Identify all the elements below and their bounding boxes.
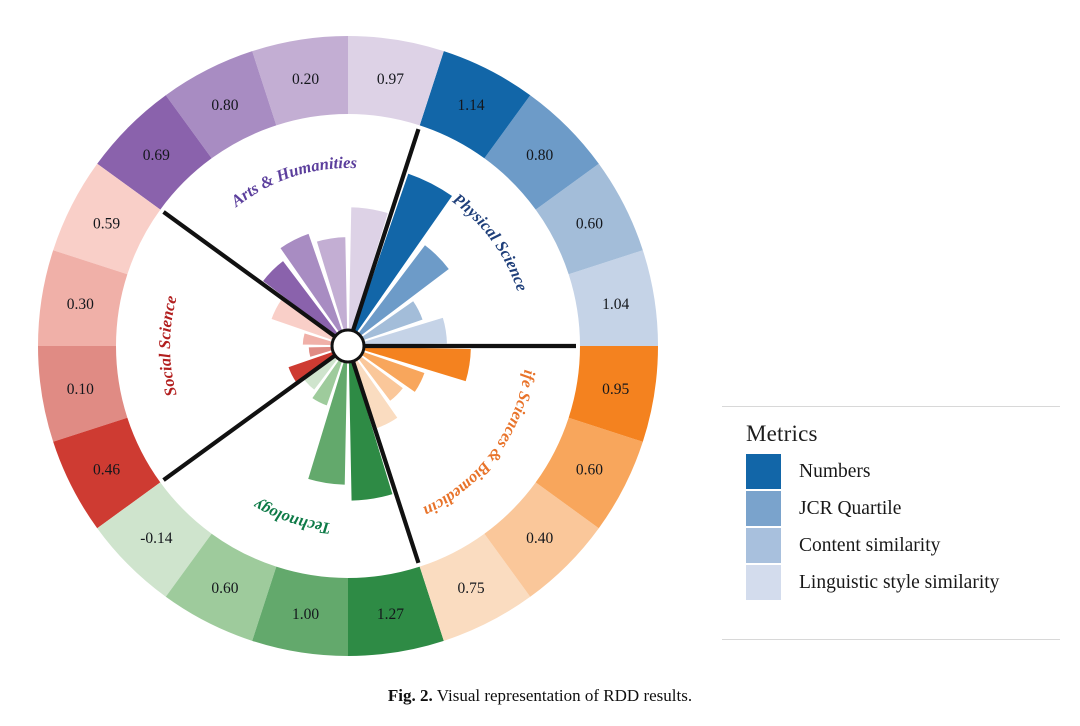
ring-value-label: 1.00	[292, 606, 319, 623]
legend-item[interactable]: JCR Quartile	[746, 490, 1060, 527]
ring-value-label: 0.97	[377, 71, 404, 88]
ring-band[interactable]	[252, 566, 348, 656]
sector-divider	[162, 210, 340, 341]
legend-swatch-icon	[746, 454, 781, 489]
ring-band[interactable]	[348, 566, 444, 656]
ring-band[interactable]	[419, 51, 531, 159]
ring-value-label: 0.30	[67, 296, 94, 313]
ring-band[interactable]	[38, 250, 128, 346]
sector-life-sciences-biomedicine[interactable]: 0.75 0.40 0.60 0.95	[351, 345, 658, 641]
ring-value-label: 0.95	[602, 381, 629, 398]
caption-text: Visual representation of RDD results.	[436, 686, 693, 705]
ring-value-label: 0.46	[93, 462, 120, 479]
figure-caption: Fig. 2. Visual representation of RDD res…	[0, 686, 1080, 706]
rose-chart: 1.04 0.60 0.80 1.14 0.97 0.20 0.80 0.69 0.59 0.30…	[0, 0, 658, 656]
ring-value-label: 0.80	[211, 97, 238, 114]
legend-item-label: Numbers	[799, 460, 871, 482]
ring-band[interactable]	[535, 163, 643, 275]
ring-band[interactable]	[419, 533, 531, 641]
sector-label: Social Science	[155, 293, 181, 398]
sector-label-text: Social Science	[155, 293, 181, 398]
ring-value-label: 1.14	[457, 97, 484, 114]
ring-band[interactable]	[97, 95, 212, 210]
sector-label: Physical Science	[448, 189, 531, 294]
sector-divider	[349, 128, 421, 336]
ring-value-label: 0.60	[576, 215, 603, 232]
ring-band[interactable]	[484, 482, 599, 597]
ring-value-label: 1.27	[377, 606, 404, 623]
ring-value-label: -0.14	[140, 530, 173, 547]
ring-band[interactable]	[568, 346, 658, 442]
caption-prefix: Fig. 2.	[387, 686, 433, 705]
ring-value-label: 1.04	[602, 296, 629, 313]
ring-band[interactable]	[53, 417, 161, 529]
sector-social-science[interactable]: 0.59 0.30 0.10 0.46	[38, 163, 338, 529]
legend: Metrics Numbers JCR Quartile Content simil…	[722, 406, 1060, 640]
ring-band[interactable]	[165, 533, 277, 641]
ring-band[interactable]	[568, 250, 658, 346]
ring-value-label: 0.40	[526, 530, 553, 547]
legend-swatch-icon	[746, 528, 781, 563]
ring-band[interactable]	[53, 163, 161, 275]
legend-items: Numbers JCR Quartile Content similarity Lin…	[746, 453, 1060, 601]
ring-band[interactable]	[484, 95, 599, 210]
legend-item[interactable]: Numbers	[746, 453, 1060, 490]
sector-label-text: Technology	[249, 495, 331, 538]
sector-label: Arts & Humanities	[226, 153, 357, 211]
legend-item[interactable]: Content similarity	[746, 527, 1060, 564]
ring-value-label: 0.59	[93, 215, 120, 232]
ring-value-label: 0.60	[576, 462, 603, 479]
ring-band[interactable]	[97, 482, 212, 597]
legend-item[interactable]: Linguistic style similarity	[746, 564, 1060, 601]
sector-physical-science[interactable]: 1.04 0.60 0.80 1.14	[351, 51, 658, 347]
legend-item-label: Content similarity	[799, 534, 941, 556]
sector-technology[interactable]: -0.14 0.60 1.00 1.27	[97, 353, 444, 656]
ring-value-label: 0.10	[67, 381, 94, 398]
center-hub	[330, 328, 366, 364]
ring-band[interactable]	[535, 417, 643, 529]
sector-label-text: Physical Science	[448, 189, 531, 294]
ring-value-label: 0.69	[143, 147, 170, 164]
sector-divider	[349, 356, 421, 564]
legend-item-label: JCR Quartile	[799, 497, 902, 519]
ring-value-label: 0.60	[211, 580, 238, 597]
ring-band[interactable]	[165, 51, 277, 159]
ring-value-label: 0.20	[292, 71, 319, 88]
sector-arts-humanities[interactable]: 0.97 0.20 0.80 0.69	[97, 36, 444, 339]
legend-swatch-icon	[746, 565, 781, 600]
sector-label: Technology	[249, 495, 331, 538]
legend-item-label: Linguistic style similarity	[799, 571, 1000, 593]
ring-value-label: 0.75	[457, 580, 484, 597]
ring-value-label: 0.80	[526, 147, 553, 164]
ring-band[interactable]	[38, 346, 128, 442]
ring-band[interactable]	[252, 36, 348, 126]
sector-divider	[162, 351, 340, 482]
legend-swatch-icon	[746, 491, 781, 526]
ring-band[interactable]	[348, 36, 444, 126]
sector-label-text: Arts & Humanities	[226, 153, 357, 211]
legend-title: Metrics	[746, 421, 818, 446]
